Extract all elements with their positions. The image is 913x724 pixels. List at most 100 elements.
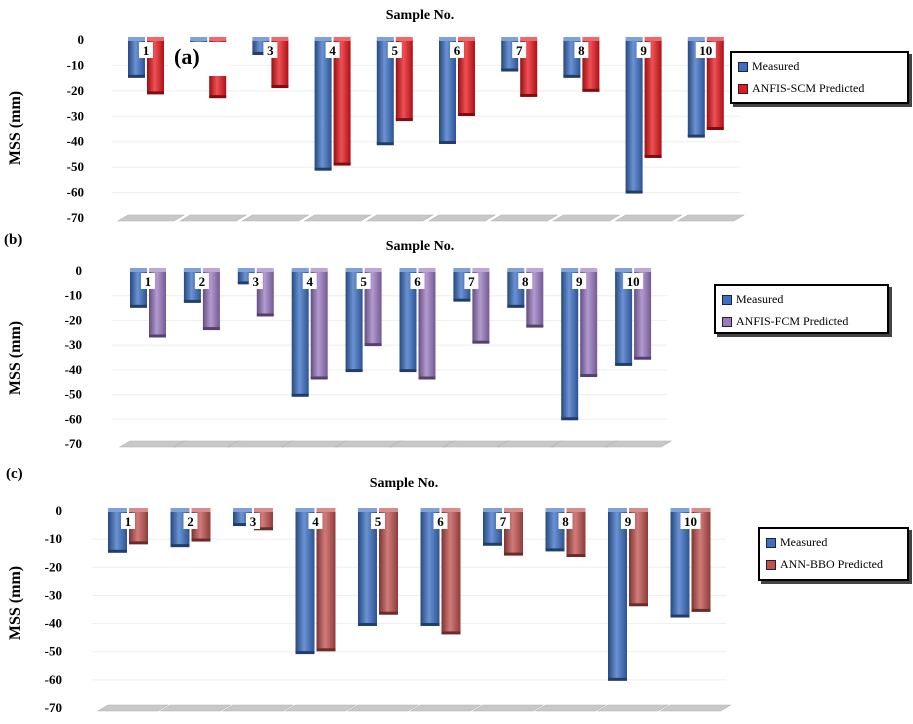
legend-label: ANFIS-FCM Predicted xyxy=(736,314,849,328)
category-label-bg xyxy=(623,273,644,289)
y-tick-label: 0 xyxy=(56,503,63,518)
bar-cap xyxy=(291,268,309,272)
bar-measured-10 xyxy=(670,511,690,617)
y-tick-label: -10 xyxy=(45,531,62,546)
category-label: 3 xyxy=(253,274,260,289)
category-label: 2 xyxy=(187,514,194,529)
bar-cap xyxy=(687,37,705,41)
category-label-bg xyxy=(621,513,635,529)
bar-bottom-edge xyxy=(256,313,274,317)
bar-bottom-edge xyxy=(271,85,289,89)
bar-cap xyxy=(418,268,436,272)
bar-bottom-edge xyxy=(507,304,525,308)
bar-predicted-4 xyxy=(310,271,328,379)
bar-bottom-edge xyxy=(458,113,475,117)
y-axis-label: MSS (mm) xyxy=(7,321,24,395)
floor-slab xyxy=(676,214,745,222)
floor-slab xyxy=(604,440,673,448)
bar-cap xyxy=(561,268,579,272)
category-label-bg xyxy=(574,42,589,58)
category-label: 3 xyxy=(250,514,257,529)
category-label-bg xyxy=(680,513,701,529)
category-label: 1 xyxy=(143,43,150,58)
panel-letter: (c) xyxy=(6,466,23,482)
bar-bottom-edge xyxy=(170,544,190,548)
bar-cap xyxy=(376,37,394,41)
bar-measured-6 xyxy=(399,271,417,372)
bar-bottom-edge xyxy=(453,298,471,302)
bar-cap xyxy=(149,268,166,272)
category-label: 7 xyxy=(516,43,523,58)
y-tick-label: -50 xyxy=(65,387,82,402)
bar-predicted-6 xyxy=(441,511,461,634)
bar-bottom-edge xyxy=(147,91,164,95)
category-label-bg xyxy=(139,42,153,58)
chart-title: Sample No. xyxy=(370,476,438,491)
bar-cap xyxy=(130,268,147,272)
bar-cap xyxy=(507,268,525,272)
bar-measured-5 xyxy=(345,271,363,372)
floor-slab xyxy=(409,704,482,712)
y-tick-label: -60 xyxy=(65,411,82,426)
bar-cap xyxy=(202,268,220,272)
floor-slab xyxy=(284,704,357,712)
y-tick-label: -70 xyxy=(65,436,82,451)
legend-panel-2: Measured ANFIS-FCM Predicted xyxy=(714,284,889,334)
floor-slab xyxy=(490,214,559,222)
floor-slab xyxy=(659,704,732,712)
bar-bottom-edge xyxy=(644,154,662,158)
bar-bottom-edge xyxy=(209,95,227,99)
bar-bottom-edge xyxy=(129,541,148,545)
y-tick-label: -40 xyxy=(65,362,82,377)
legend-entry: ANN-BBO Predicted xyxy=(766,557,883,572)
bar-bottom-edge xyxy=(252,51,270,55)
y-tick-label: -10 xyxy=(67,57,84,72)
category-label-bg xyxy=(636,42,651,58)
legend-label: Measured xyxy=(780,535,828,549)
bar-cap xyxy=(256,268,274,272)
bar-bottom-edge xyxy=(314,167,332,171)
bar-predicted-9 xyxy=(580,271,598,377)
floor-slab xyxy=(365,214,434,222)
category-label-bg xyxy=(248,273,263,289)
category-label: 9 xyxy=(625,514,632,529)
category-label-bg xyxy=(512,42,527,58)
bar-predicted-10 xyxy=(691,511,711,611)
bar-cap xyxy=(629,508,648,512)
bar-bottom-edge xyxy=(687,134,705,138)
bar-cap xyxy=(252,37,270,41)
bar-measured-9 xyxy=(561,271,579,420)
legend-entry: Measured xyxy=(766,535,827,550)
legend-swatch xyxy=(722,294,732,305)
category-label-bg xyxy=(371,513,385,529)
category-label-bg xyxy=(410,273,425,289)
category-label: 5 xyxy=(392,43,399,58)
bar-cap xyxy=(625,37,643,41)
legend-swatch xyxy=(766,537,776,548)
bar-predicted-5 xyxy=(364,271,382,346)
bar-bottom-edge xyxy=(254,527,273,531)
bar-measured-5 xyxy=(376,40,394,145)
category-label-bg xyxy=(433,513,448,529)
category-label: 7 xyxy=(500,514,507,529)
category-label-bg xyxy=(308,513,323,529)
floor-slab xyxy=(471,704,545,712)
bar-cap xyxy=(563,37,581,41)
bar-bottom-edge xyxy=(420,622,440,626)
category-label: 1 xyxy=(125,514,132,529)
category-label-bg xyxy=(558,513,573,529)
floor-slab xyxy=(179,214,248,222)
bar-cap xyxy=(458,37,475,41)
bar-cap xyxy=(670,508,690,512)
y-tick-label: -30 xyxy=(65,337,82,352)
y-tick-label: -20 xyxy=(67,83,84,98)
category-label-bg xyxy=(464,273,479,289)
category-label-bg xyxy=(356,273,371,289)
bar-cap xyxy=(310,268,328,272)
floor-slab xyxy=(116,214,186,222)
bar-cap xyxy=(345,268,363,272)
category-label-bg xyxy=(518,273,533,289)
category-label-bg xyxy=(263,42,278,58)
bar-bottom-edge xyxy=(310,376,328,380)
legend-swatch xyxy=(722,316,732,327)
